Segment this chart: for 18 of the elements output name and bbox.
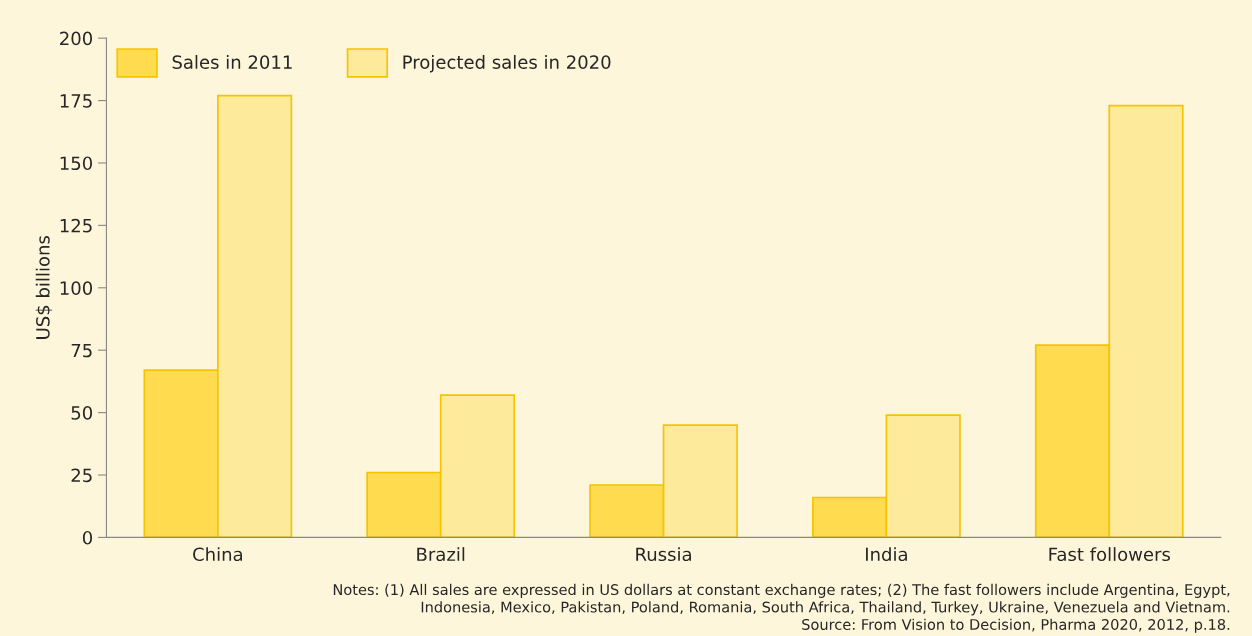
y-tick-label: 125 [60, 218, 92, 233]
text: Notes: (1) All sales are expressed in US dollars at constant exchange rates; (2) The fast followers include Argentina, Egypt, Indonesia, Mexico, Pakistan, Poland, Romania, South Africa, Thailand, Turkey, Ukraine, Venezuela and Vietnam. Source: From Vision to Decision, Pharma 2020, 2012, p.18. [333, 583, 1230, 633]
x-tick-label: Russia [636, 547, 691, 562]
x-tick-label: India [866, 547, 907, 562]
x-tick-label: China [193, 547, 242, 562]
x-tick-label: Fast followers [1049, 547, 1170, 562]
y-tick-label: 50 [71, 406, 93, 420]
y-axis-title: US$ billions [35, 236, 53, 339]
y-tick-label: 25 [71, 468, 92, 483]
x-tick-label: Brazil [417, 547, 465, 562]
y-tick-label: 0 [82, 530, 93, 545]
y-tick-label: 200 [60, 31, 93, 46]
y-tick-label: 175 [60, 94, 92, 108]
y-tick-label: 75 [71, 343, 92, 358]
y-tick-label: 150 [60, 156, 93, 171]
legend-label: Projected sales in 2020 [403, 54, 611, 73]
legend-label: Sales in 2011 [172, 54, 292, 69]
y-tick-label: 100 [60, 281, 93, 295]
